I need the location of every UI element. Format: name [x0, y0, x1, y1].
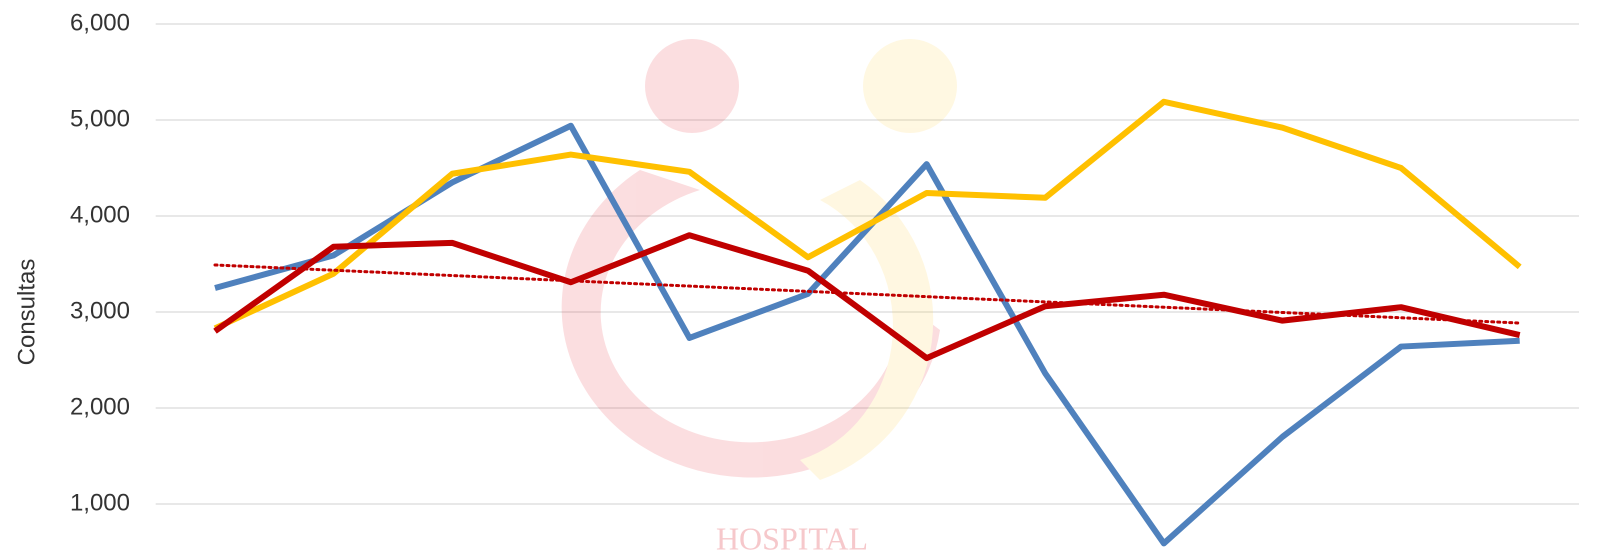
y-tick-label: 6,000: [70, 9, 130, 36]
y-tick-label: 3,000: [70, 297, 130, 324]
series-line: [213, 232, 1521, 362]
watermark-circle: [863, 39, 957, 133]
watermark-arc: [800, 180, 934, 480]
y-tick-label: 5,000: [70, 105, 130, 132]
y-tick-label: 4,000: [70, 201, 130, 228]
y-tick-label: 2,000: [70, 393, 130, 420]
watermark-circle: [645, 39, 739, 133]
trend-line: [213, 263, 1522, 325]
y-tick-label: 1,000: [70, 489, 130, 516]
watermark-art: [561, 39, 957, 480]
series-line: [213, 98, 1522, 332]
watermark-text: HOSPITAL: [716, 520, 868, 556]
series-line: [214, 122, 1520, 547]
y-axis-label: Consultas: [13, 259, 40, 366]
